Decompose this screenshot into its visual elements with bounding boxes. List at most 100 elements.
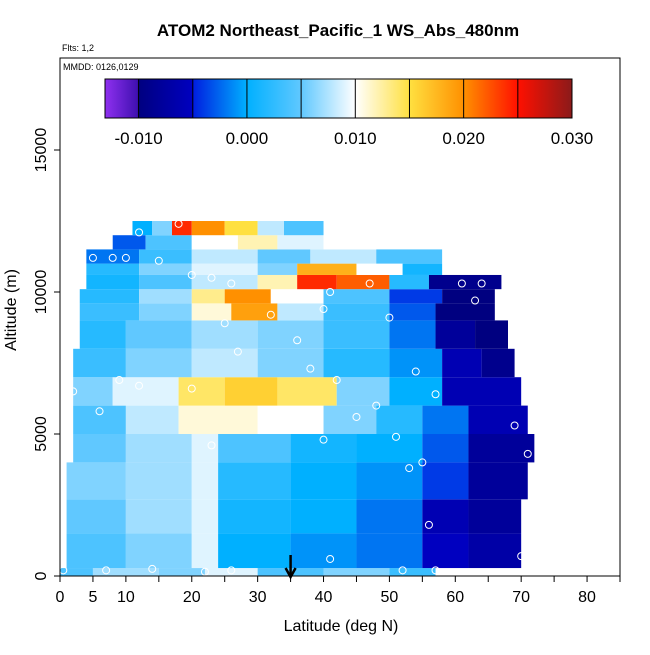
heat-cell: [132, 221, 153, 236]
y-tick-label: 0: [33, 571, 50, 580]
heat-cell: [297, 274, 337, 290]
heat-cell: [125, 462, 192, 500]
heat-cell: [336, 274, 390, 290]
heat-cell: [435, 303, 495, 321]
heat-cell: [191, 274, 258, 290]
sample-point: [517, 552, 526, 561]
heat-cell: [191, 221, 225, 236]
sample-point: [510, 421, 519, 430]
heat-cell: [356, 263, 403, 275]
heat-cell: [356, 434, 423, 463]
heat-cell: [442, 377, 522, 406]
sample-point: [411, 367, 420, 376]
heat-cell: [191, 348, 258, 378]
heat-cell: [152, 221, 172, 236]
heat-cell: [422, 405, 469, 435]
heat-cell: [468, 434, 535, 463]
sample-point: [187, 270, 196, 279]
sample-point: [418, 458, 427, 467]
sample-point: [88, 253, 97, 262]
sample-point: [326, 288, 335, 297]
heat-cell: [257, 320, 324, 349]
heat-cell: [442, 289, 495, 304]
heat-cell: [323, 405, 377, 435]
colorbar-tick-label: 0.030: [551, 129, 594, 148]
heat-cell: [145, 235, 192, 250]
sample-point: [69, 387, 78, 396]
heat-cell: [277, 303, 324, 321]
colorbar-tick-label: 0.020: [442, 129, 485, 148]
heat-cell: [277, 235, 324, 250]
sample-point: [477, 279, 486, 288]
heat-cell: [297, 263, 357, 275]
sample-point: [102, 566, 111, 575]
heat-cell: [257, 249, 311, 264]
heat-cell: [73, 405, 126, 435]
x-tick-label: 60: [446, 589, 464, 606]
heat-cell: [468, 405, 528, 435]
sample-point: [135, 228, 144, 237]
heat-cell: [125, 533, 192, 569]
sample-point: [187, 384, 196, 393]
chart-title: ATOM2 Northeast_Pacific_1 WS_Abs_480nm: [157, 21, 519, 40]
heat-cell: [191, 235, 238, 250]
x-tick-label: 30: [249, 589, 267, 606]
heat-cell: [323, 289, 390, 304]
sample-point: [319, 305, 328, 314]
x-tick-label: 0: [56, 589, 65, 606]
sample-point: [385, 313, 394, 322]
heat-cell: [218, 533, 291, 569]
heat-cell: [125, 405, 179, 435]
heat-cell: [356, 533, 423, 569]
heat-cell: [257, 348, 324, 378]
heat-cell: [125, 499, 192, 534]
heat-cell: [191, 289, 225, 304]
sample-point: [174, 219, 183, 228]
sample-point: [266, 310, 275, 319]
heat-cell: [310, 249, 377, 264]
heat-cell: [224, 377, 278, 406]
heat-cell: [139, 263, 192, 275]
sample-point: [431, 390, 440, 399]
sample-point: [517, 262, 526, 271]
y-axis-label: Altitude (m): [3, 269, 20, 351]
x-tick-label: 50: [381, 589, 399, 606]
sample-point: [398, 566, 407, 575]
sample-point: [372, 401, 381, 410]
heat-cell: [389, 348, 443, 378]
heat-cell: [112, 377, 179, 406]
heat-cell: [191, 249, 258, 264]
heat-cell: [468, 462, 528, 500]
heat-cell: [73, 348, 126, 378]
heat-cell: [290, 533, 357, 569]
heat-cell: [178, 405, 258, 435]
heat-cell: [172, 221, 192, 236]
heat-cell: [191, 320, 258, 349]
heat-cell: [422, 434, 469, 463]
sample-point: [352, 412, 361, 421]
heat-cell: [178, 377, 225, 406]
heat-cell: [218, 462, 291, 500]
heat-cell: [112, 235, 146, 250]
heat-cell: [422, 499, 469, 534]
x-tick-label: 40: [315, 589, 333, 606]
heat-cell: [402, 263, 443, 275]
heat-cell: [86, 274, 140, 290]
sample-point: [148, 564, 157, 573]
heat-cell: [218, 434, 291, 463]
y-tick-label: 15000: [33, 128, 50, 173]
sample-point: [220, 319, 229, 328]
heat-cell: [475, 320, 508, 349]
sample-point: [233, 347, 242, 356]
heat-cell: [237, 235, 278, 250]
sample-point: [95, 407, 104, 416]
heat-cell: [323, 303, 390, 321]
heat-cell: [66, 533, 126, 569]
heat-cell: [125, 434, 192, 463]
heat-cell: [231, 303, 278, 321]
heat-cell: [442, 348, 482, 378]
heat-cell: [389, 289, 443, 304]
heat-cell: [191, 499, 219, 534]
heat-cell: [422, 462, 469, 500]
heat-cell: [125, 348, 192, 378]
